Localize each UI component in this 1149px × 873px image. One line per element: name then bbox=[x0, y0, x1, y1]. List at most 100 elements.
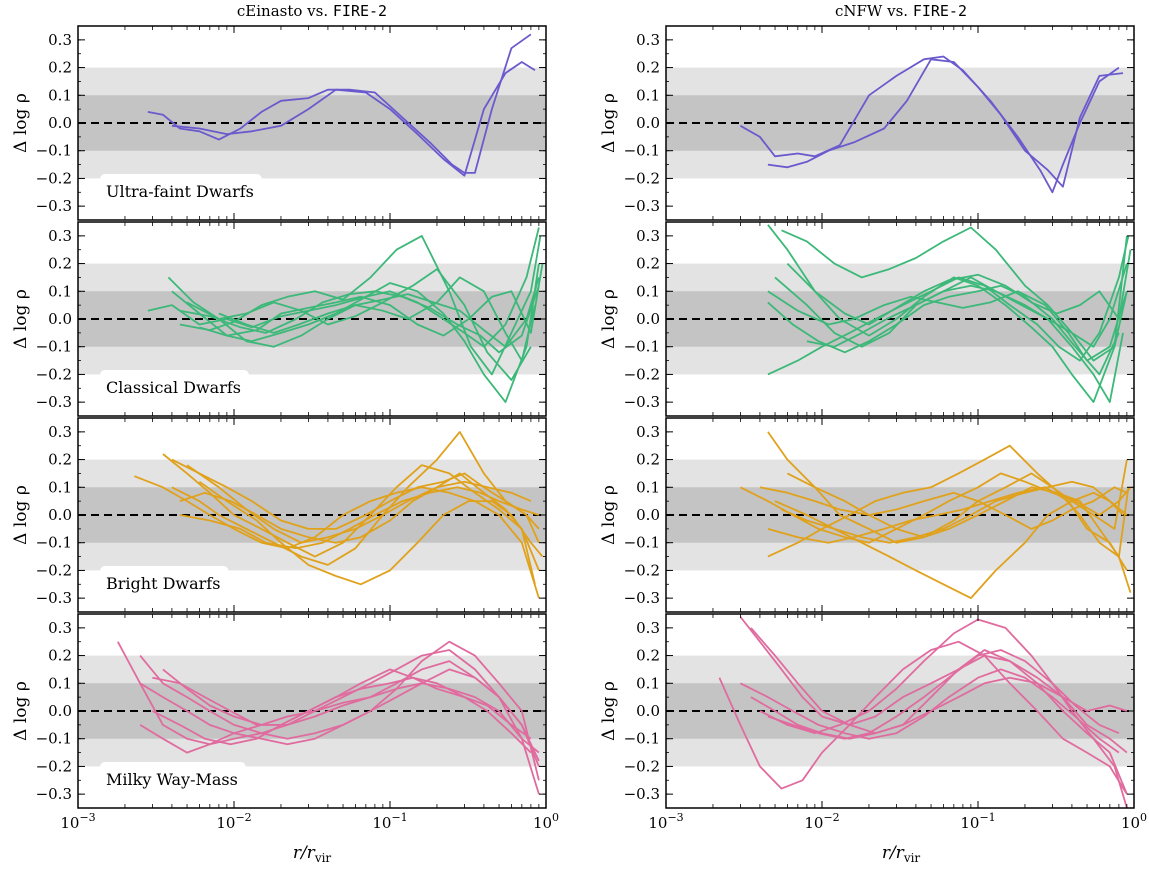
x-axis-label-right: r/rvir bbox=[882, 843, 921, 865]
series-line bbox=[739, 668, 1120, 754]
y-tick-label: −0.3 bbox=[36, 785, 72, 803]
column-title-right-prefix: cNFW vs. bbox=[835, 2, 913, 20]
x-tick-exponent: 0 bbox=[552, 811, 559, 824]
y-axis-label: Δ log ρ bbox=[599, 289, 619, 349]
y-tick-label: −0.2 bbox=[36, 365, 72, 383]
panel-1-right: −0.3 −0.2 −0.1 0.0 0.1 0.2 0.3 Δ log ρ bbox=[599, 25, 1135, 221]
y-tick-label: 0.1 bbox=[48, 86, 72, 104]
x-tick-exponent: −1 bbox=[979, 811, 995, 824]
x-axis-label-right-main: r/r bbox=[882, 843, 905, 863]
series-line bbox=[759, 618, 1128, 808]
y-tick-label: −0.3 bbox=[36, 197, 72, 215]
series-line bbox=[767, 486, 1128, 571]
y-tick-label: 0.1 bbox=[48, 282, 72, 300]
y-tick-label: 0.1 bbox=[636, 282, 660, 300]
series-line bbox=[179, 285, 540, 354]
x-axis-label-right-sub: vir bbox=[903, 851, 921, 865]
y-tick-label: 0.3 bbox=[636, 423, 660, 441]
series-line bbox=[179, 480, 532, 544]
series-line bbox=[767, 58, 1124, 188]
series-line bbox=[171, 61, 536, 177]
series-line bbox=[186, 276, 536, 362]
series-line bbox=[198, 480, 544, 586]
x-tick-exponent: −2 bbox=[235, 811, 251, 824]
series-group bbox=[718, 616, 1128, 808]
panel-label-box bbox=[100, 370, 249, 404]
column-title-right-code: FIRE-2 bbox=[913, 2, 967, 20]
x-tick-exponent: −3 bbox=[667, 811, 683, 824]
y-tick-label: 0.1 bbox=[48, 674, 72, 692]
series-line bbox=[767, 290, 1128, 362]
y-tick-label: 0.0 bbox=[48, 310, 72, 328]
y-tick-label: 0.1 bbox=[636, 478, 660, 496]
y-tick-label: −0.2 bbox=[36, 757, 72, 775]
series-line bbox=[139, 682, 540, 754]
series-line bbox=[786, 249, 1132, 326]
column-title-left: cEinasto vs. FIRE-2 bbox=[237, 2, 387, 20]
series-group bbox=[147, 227, 544, 403]
series-line bbox=[139, 640, 540, 781]
y-tick-label: −0.3 bbox=[36, 393, 72, 411]
x-tick-label: 10−1 bbox=[372, 811, 407, 832]
y-tick-label: 0.3 bbox=[636, 227, 660, 245]
y-tick-label: 0.1 bbox=[636, 86, 660, 104]
x-axis-label-left-sub: vir bbox=[314, 851, 332, 865]
y-axis-label: Δ log ρ bbox=[599, 681, 619, 741]
x-tick-exponent: 0 bbox=[1140, 811, 1147, 824]
column-title-right: cNFW vs. FIRE-2 bbox=[835, 2, 967, 20]
series-line bbox=[186, 464, 536, 585]
y-tick-label: −0.2 bbox=[36, 169, 72, 187]
x-tick-base: 10 bbox=[960, 814, 979, 832]
y-tick-label: 0.0 bbox=[636, 310, 660, 328]
column-title-left-code: FIRE-2 bbox=[333, 2, 387, 20]
y-tick-label: 0.0 bbox=[48, 114, 72, 132]
panel-4-right: −0.3−0.2−0.10.00.10.20.310−3 10−2 10−1 100Δ… bbox=[599, 613, 1147, 832]
panel-label: Classical Dwarfs bbox=[106, 378, 241, 397]
y-axis-label: Δ log ρ bbox=[599, 93, 619, 153]
y-tick-label: 0.3 bbox=[48, 31, 72, 49]
series-line bbox=[739, 55, 1120, 194]
y-tick-label: −0.1 bbox=[36, 730, 72, 748]
series-group bbox=[739, 55, 1124, 194]
y-tick-label: −0.1 bbox=[36, 534, 72, 552]
y-tick-label: 0.2 bbox=[48, 647, 72, 665]
panel-2-left: −0.3 −0.2 −0.1 0.0 0.1 0.2 0.3 Δ log ρ Classical… bbox=[11, 221, 547, 417]
x-axis-label-left-main: r/r bbox=[293, 843, 316, 863]
x-tick-exponent: −3 bbox=[79, 811, 95, 824]
y-tick-label: −0.1 bbox=[36, 338, 72, 356]
series-group bbox=[767, 224, 1132, 403]
x-tick-base: 10 bbox=[804, 814, 823, 832]
series-line bbox=[171, 458, 540, 530]
series-line bbox=[767, 431, 1128, 544]
panel-3-left: −0.3 −0.2 −0.1 0.0 0.1 0.2 0.3 Δ log ρ Bright Dw… bbox=[11, 417, 547, 613]
x-tick-label: 10−3 bbox=[60, 811, 95, 832]
series-line bbox=[171, 263, 540, 403]
x-tick-base: 10 bbox=[60, 814, 79, 832]
y-tick-label: −0.2 bbox=[624, 169, 660, 187]
panel-label: Ultra-faint Dwarfs bbox=[106, 182, 254, 201]
y-tick-label: 0.1 bbox=[636, 674, 660, 692]
y-tick-label: 0.3 bbox=[48, 619, 72, 637]
y-tick-label: −0.3 bbox=[624, 197, 660, 215]
panel-label-box bbox=[100, 762, 246, 796]
panel-label-box bbox=[100, 566, 229, 600]
series-line bbox=[759, 486, 1128, 530]
series-line bbox=[218, 277, 540, 348]
x-tick-label: 100 bbox=[1121, 811, 1147, 832]
column-title-left-prefix: cEinasto vs. bbox=[237, 2, 333, 20]
y-tick-label: 0.0 bbox=[48, 506, 72, 524]
y-tick-label: 0.1 bbox=[48, 478, 72, 496]
series-line bbox=[134, 475, 540, 599]
x-tick-label: 10−3 bbox=[648, 811, 683, 832]
series-group bbox=[147, 33, 536, 177]
series-line bbox=[781, 480, 1128, 544]
y-tick-label: 0.0 bbox=[636, 114, 660, 132]
panel-3-right: −0.3 −0.2 −0.1 0.0 0.1 0.2 0.3 Δ log ρ bbox=[599, 417, 1135, 613]
y-axis-label: Δ log ρ bbox=[11, 485, 31, 545]
x-tick-label: 10−1 bbox=[960, 811, 995, 832]
panel-4-left: −0.3−0.2−0.10.00.10.20.310−3 10−2 10−1 100Δ… bbox=[11, 613, 559, 832]
series-line bbox=[739, 616, 1128, 754]
series-group bbox=[739, 431, 1132, 599]
y-tick-label: 0.3 bbox=[636, 619, 660, 637]
